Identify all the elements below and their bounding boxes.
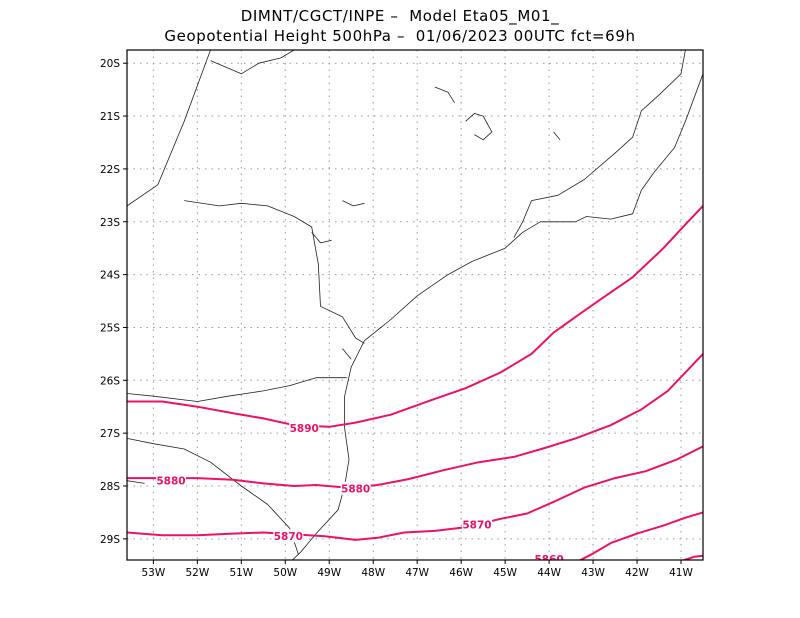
contour-label: 5870 [274,531,303,543]
contour-5870 [127,445,703,541]
lon-tick-label: 49W [317,567,341,579]
lat-tick-label: 23S [100,217,120,229]
state-border [127,50,211,207]
state-border [127,438,299,555]
lat-tick-label: 29S [100,534,120,546]
river-reservoir [342,200,365,207]
lat-tick-label: 24S [100,270,120,282]
contour-label: 5880 [341,484,370,496]
lat-tick-label: 21S [100,111,120,123]
river-reservoir [342,348,352,360]
contour-5860 [578,511,703,560]
lat-tick-label: 26S [100,375,120,387]
geography [127,50,703,560]
contour-label: 5880 [156,476,185,488]
river-reservoir [553,131,561,141]
state-border [531,50,686,201]
contour-label-bg [340,481,371,495]
lon-tick-label: 53W [142,567,166,579]
river-reservoir [311,232,332,244]
coastline [291,73,703,560]
lon-tick-label: 45W [493,567,517,579]
lat-tick-label: 27S [100,428,120,440]
grid-lines [127,50,703,560]
lon-tick-label: 44W [537,567,561,579]
contour-label: 5890 [290,423,319,435]
title-line-2: Geopotential Height 500hPa – 01/06/2023 … [164,27,636,45]
contour-label: 5860 [534,554,563,566]
title-line-1: DIMNT/CGCT/INPE – Model Eta05_M01_ [240,7,560,25]
lon-tick-label: 51W [229,567,253,579]
lat-tick-label: 20S [100,58,120,70]
plot-frame [126,49,704,561]
lon-tick-label: 42W [625,567,649,579]
contour-label-bg [461,517,492,531]
river-reservoir [465,113,493,141]
height-contours: 5890 5880 5880 5870 5870 5860 [127,204,703,566]
lon-tick-label: 46W [449,567,473,579]
contour-5880 [127,352,703,489]
state-border [210,50,295,75]
lat-tick-label: 22S [100,164,120,176]
contour-label-bg [289,420,320,434]
contour-label-bg [534,551,565,560]
state-border [513,200,532,238]
axis-ticks: 53W 52W 51W 50W 49W 48W 47W 46W 45W 44W 43W 42W 41W 2… [100,58,694,579]
lon-tick-label: 52W [185,567,209,579]
contour-label-bg [155,473,186,487]
river-reservoir [127,480,145,484]
lat-tick-label: 25S [100,322,120,334]
contour-5890 [127,204,703,428]
state-border [127,377,347,402]
lon-tick-label: 48W [361,567,385,579]
lon-tick-label: 43W [581,567,605,579]
state-border [184,200,365,344]
lon-tick-label: 41W [669,567,693,579]
lon-tick-label: 50W [273,567,297,579]
lon-tick-label: 47W [405,567,429,579]
lat-tick-label: 28S [100,481,120,493]
river-reservoir [434,86,455,104]
contour-label: 5870 [462,520,491,532]
contour-label-bg [273,529,304,543]
